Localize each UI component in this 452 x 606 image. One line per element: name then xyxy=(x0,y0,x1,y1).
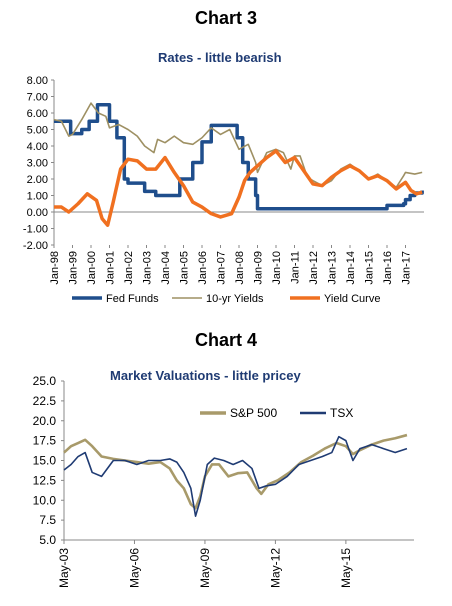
chart3-y-tick-label: 6.00 xyxy=(27,108,48,120)
chart4-x-tick-label: May-12 xyxy=(268,548,282,588)
chart4-series-tsx xyxy=(63,435,408,517)
chart3-x-tick-label: Jan-05 xyxy=(179,251,191,285)
chart4-x-tick-label: May-03 xyxy=(57,548,71,588)
chart3-x-tick-label: Jan-01 xyxy=(105,251,117,285)
chart3-y-tick-label: 7.00 xyxy=(27,92,48,104)
chart3-y-tick-label: 1.00 xyxy=(27,191,48,203)
chart3-y-tick-label: -2.00 xyxy=(23,240,48,252)
chart3-legend-label: Yield Curve xyxy=(324,293,380,305)
chart3-x-tick-label: Jan-08 xyxy=(234,251,246,285)
chart4-y-tick-label: 7.5 xyxy=(39,513,56,527)
chart3-y-tick-label: 4.00 xyxy=(27,141,48,153)
chart3-x-tick-label: Jan-07 xyxy=(216,251,228,285)
chart3-y-tick-label: 2.00 xyxy=(27,174,48,186)
chart3-y-tick-label: 0.00 xyxy=(27,207,48,219)
chart4-y-tick-label: 25.0 xyxy=(33,374,57,388)
chart4-title: Market Valuations - little pricey xyxy=(110,368,301,383)
chart3-series-yield-curve xyxy=(54,149,423,227)
chart3-legend-label: Fed Funds xyxy=(106,293,159,305)
chart3-heading: Chart 3 xyxy=(194,8,257,28)
chart4-x-tick-label: May-09 xyxy=(198,548,212,588)
chart3-x-tick-label: Jan-98 xyxy=(49,251,61,285)
chart3-plot: 8.00 7.00 6.00 5.00 4.00 3.00 2.00 1.00 0.00 -1.0… xyxy=(23,75,424,305)
chart3-y-tick-label: 8.00 xyxy=(27,75,48,87)
chart4-y-tick-label: 12.5 xyxy=(33,473,57,487)
chart4-y-tick-label: 22.5 xyxy=(33,394,57,408)
chart3-x-tick-label: Jan-09 xyxy=(253,251,265,285)
chart3-x-tick-label: Jan-12 xyxy=(308,251,320,285)
chart4-y-tick-label: 5.0 xyxy=(39,533,56,547)
chart3-x-tick-label: Jan-14 xyxy=(345,251,357,285)
chart3-x-tick-label: Jan-06 xyxy=(197,251,209,285)
chart3-x-tick-label: Jan-17 xyxy=(401,251,413,285)
chart4-y-tick-label: 20.0 xyxy=(33,414,57,428)
chart3-x-tick-label: Jan-04 xyxy=(160,251,172,285)
chart3-x-tick-label: Jan-16 xyxy=(382,251,394,285)
chart3-series-fed-funds xyxy=(54,103,424,211)
chart3-y-tick-label: -1.00 xyxy=(23,224,48,236)
chart3-y-tick-label: 3.00 xyxy=(27,158,48,170)
chart3-y-tick-label: 5.00 xyxy=(27,125,48,137)
chart3-x-tick-label: Jan-99 xyxy=(68,251,80,285)
chart3-x-tick-label: Jan-15 xyxy=(364,251,376,285)
chart3-legend-label: 10-yr Yields xyxy=(206,293,264,305)
chart3-x-tick-label: Jan-13 xyxy=(327,251,339,285)
chart4-y-tick-label: 10.0 xyxy=(33,493,57,507)
chart4-series-s-p-500 xyxy=(63,433,408,510)
chart4-y-tick-label: 15.0 xyxy=(33,454,57,468)
chart3-x-tick-label: Jan-11 xyxy=(290,251,302,284)
chart3-x-tick-label: Jan-03 xyxy=(142,251,154,285)
chart4-heading: Chart 4 xyxy=(194,330,257,350)
chart4-x-tick-label: May-15 xyxy=(339,548,353,588)
chart3-x-tick-label: Jan-00 xyxy=(86,251,98,285)
chart4-x-tick-label: May-06 xyxy=(127,548,141,588)
chart4-y-tick-label: 17.5 xyxy=(33,434,57,448)
chart3-x-tick-label: Jan-10 xyxy=(271,251,283,285)
chart3-title: Rates - little bearish xyxy=(158,50,282,65)
chart4-legend-label: TSX xyxy=(330,406,353,420)
chart3-x-tick-label: Jan-02 xyxy=(123,251,135,285)
chart4-legend-label: S&P 500 xyxy=(230,406,277,420)
